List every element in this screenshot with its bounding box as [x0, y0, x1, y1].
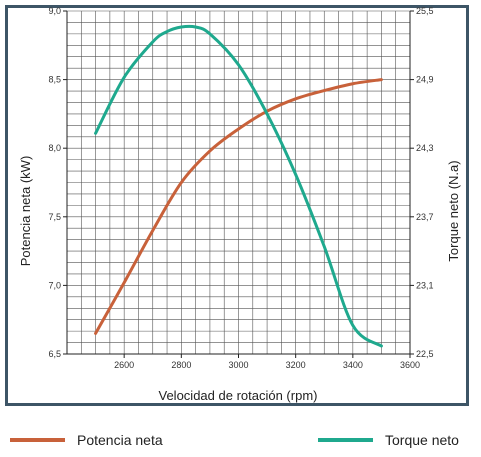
y-left-tick-label: 8,0 — [48, 143, 61, 153]
y-right-tick-label: 23,1 — [416, 280, 434, 290]
legend-swatch-torque-neto — [318, 438, 373, 442]
legend-swatch-potencia-neta — [10, 438, 65, 442]
legend-label-potencia-neta: Potencia neta — [77, 432, 163, 448]
y-right-axis-title: Torque neto (N.a) — [446, 160, 461, 261]
y-right-tick-label: 25,5 — [416, 6, 434, 16]
y-left-tick-label: 7,5 — [48, 212, 61, 222]
series-lines — [94, 24, 383, 348]
legend-item-potencia-neta: Potencia neta — [10, 430, 163, 450]
y-right-tick-label: 24,9 — [416, 75, 434, 85]
x-axis-title: Velocidad de rotación (rpm) — [159, 388, 318, 403]
y-left-tick-label: 6,5 — [48, 349, 61, 359]
series-line-torque-neto — [94, 24, 383, 348]
x-tick-label: 3000 — [228, 360, 248, 370]
x-tick-label: 3200 — [286, 360, 306, 370]
x-tick-label: 3400 — [343, 360, 363, 370]
y-right-tick-label: 22,5 — [416, 349, 434, 359]
tick-labels: 2600 2800 3000 3200 3400 3600 6,5 7,0 7,5 8,0 8,5 9… — [48, 6, 433, 370]
legend-label-torque-neto: Torque neto — [385, 432, 459, 448]
y-left-tick-label: 7,0 — [48, 280, 61, 290]
x-tick-label: 2600 — [114, 360, 134, 370]
x-tick-label: 3600 — [400, 360, 420, 370]
y-left-tick-label: 9,0 — [48, 6, 61, 16]
x-tick-label: 2800 — [171, 360, 191, 370]
y-left-tick-label: 8,5 — [48, 75, 61, 85]
legend-item-torque-neto: Torque neto — [318, 430, 459, 450]
series-line-potencia-neta — [94, 78, 383, 335]
y-right-tick-label: 24,3 — [416, 143, 434, 153]
y-right-tick-label: 23,7 — [416, 212, 434, 222]
y-left-axis-title: Potencia neta (kW) — [18, 156, 33, 267]
